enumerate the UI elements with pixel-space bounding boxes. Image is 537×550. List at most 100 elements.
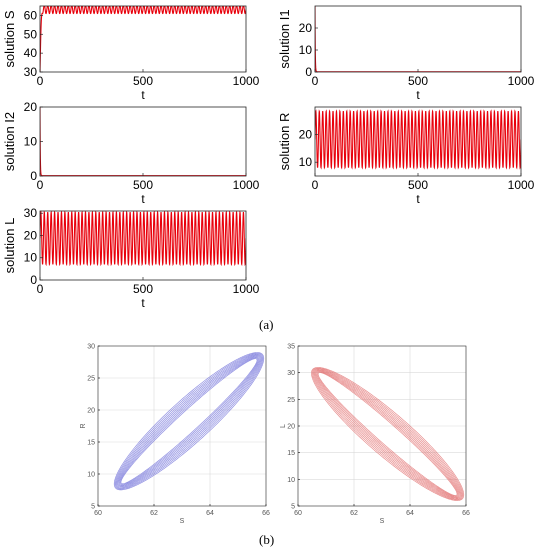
series-line-l <box>40 211 246 267</box>
series-line-s <box>40 6 246 72</box>
trajectory-loop <box>115 353 263 489</box>
x-tick-label: 1000 <box>233 282 260 296</box>
y-tick-label: 30 <box>24 65 38 79</box>
x-tick-label: 0 <box>37 178 44 192</box>
y-tick-label: 15 <box>287 450 295 457</box>
x-tick-label: 0 <box>37 74 44 88</box>
panel-label-b: (b) <box>259 532 275 547</box>
y-tick-label: 10 <box>299 155 313 169</box>
trajectory-loop <box>312 368 463 500</box>
y-tick-label: 25 <box>87 376 95 383</box>
x-axis-label: S <box>380 518 385 525</box>
plot-area <box>40 107 246 176</box>
trajectory-loop <box>118 356 260 487</box>
x-tick-label: 60 <box>294 510 302 517</box>
y-tick-label: 0 <box>30 169 37 183</box>
trajectory-loop <box>316 370 460 498</box>
trajectory-loop <box>114 352 264 490</box>
axes-frame <box>97 345 267 507</box>
y-tick-label: 20 <box>299 21 313 35</box>
plot-area <box>40 6 246 72</box>
trajectory-loop <box>119 357 259 485</box>
y-tick-label: 40 <box>24 46 38 60</box>
y-tick-label: 10 <box>287 477 295 484</box>
x-axis-label: S <box>180 518 185 525</box>
trajectory-loop <box>317 372 458 496</box>
trajectory-loop <box>311 367 464 501</box>
trajectory-loop <box>316 371 459 497</box>
y-tick-label: 20 <box>87 408 95 415</box>
chart-l: 0 500 1000 0 10 20 30 t solution L <box>2 206 260 310</box>
y-tick-label: 10 <box>87 472 95 479</box>
x-tick-label: 1000 <box>233 178 260 192</box>
chart-sl: 60 62 64 66 5 10 15 20 25 30 35 S L <box>280 344 470 526</box>
y-tick-label: 15 <box>87 440 95 447</box>
y-tick-label: 5 <box>291 504 295 511</box>
x-tick-label: 500 <box>133 178 153 192</box>
x-tick-label: 500 <box>133 74 153 88</box>
plot-area <box>98 346 266 506</box>
panel-label-a: (a) <box>259 317 274 332</box>
y-axis-label: solution S <box>2 10 17 67</box>
trajectory-loop <box>116 354 262 488</box>
chart-i1: 0 500 1000 0 10 20 t solution I1 <box>277 5 535 102</box>
x-tick-label: 60 <box>94 510 102 517</box>
x-axis-label: t <box>141 296 145 310</box>
x-axis-label: t <box>141 88 145 102</box>
y-tick-label: 0 <box>305 65 312 79</box>
y-tick-label: 60 <box>24 8 38 22</box>
plot-area <box>315 6 521 72</box>
y-axis-label: R <box>80 423 87 428</box>
y-tick-label: 20 <box>299 128 313 142</box>
chart-sr: 60 62 64 66 5 10 15 20 25 30 S R <box>80 344 270 526</box>
x-tick-label: 1000 <box>508 74 535 88</box>
y-axis-label: L <box>280 424 287 428</box>
x-tick-label: 1000 <box>508 178 535 192</box>
y-axis-label: solution I1 <box>277 9 292 68</box>
y-tick-label: 20 <box>287 424 295 431</box>
x-tick-label: 500 <box>408 74 428 88</box>
trajectory-loop <box>117 355 261 488</box>
x-tick-label: 66 <box>462 510 470 517</box>
x-axis-label: t <box>141 192 145 206</box>
series-line-r <box>315 109 521 170</box>
y-tick-label: 10 <box>299 43 313 57</box>
trajectory-loop <box>120 358 258 485</box>
chart-i2: 0 500 1000 0 10 20 t solution I2 <box>2 100 260 206</box>
x-tick-label: 62 <box>150 510 158 517</box>
y-tick-label: 20 <box>24 228 38 242</box>
y-tick-label: 10 <box>24 251 38 265</box>
y-tick-label: 25 <box>287 397 295 404</box>
x-tick-label: 1000 <box>233 74 260 88</box>
x-tick-label: 64 <box>206 510 214 517</box>
y-tick-label: 0 <box>30 273 37 287</box>
x-axis-label: t <box>416 192 420 206</box>
x-tick-label: 0 <box>312 74 319 88</box>
trajectory-loop <box>311 367 465 501</box>
y-tick-label: 50 <box>24 27 38 41</box>
trajectory-loop <box>113 352 265 491</box>
x-tick-label: 0 <box>37 282 44 296</box>
trajectory-loop <box>313 369 462 499</box>
x-tick-label: 500 <box>133 282 153 296</box>
chart-r: 0 500 1000 10 20 t solution R <box>277 106 535 206</box>
y-tick-label: 20 <box>24 100 38 114</box>
x-tick-label: 64 <box>406 510 414 517</box>
y-tick-label: 35 <box>287 344 295 351</box>
y-axis-label: solution R <box>277 113 292 171</box>
y-tick-label: 10 <box>24 135 38 149</box>
y-tick-label: 30 <box>24 206 38 220</box>
x-axis-label: t <box>416 88 420 102</box>
y-tick-label: 30 <box>87 344 95 351</box>
y-tick-label: 5 <box>91 504 95 511</box>
x-tick-label: 66 <box>262 510 270 517</box>
y-tick-label: 30 <box>287 370 295 377</box>
trajectory-loop <box>118 356 260 486</box>
trajectory-loop <box>314 369 461 499</box>
x-tick-label: 62 <box>350 510 358 517</box>
x-tick-label: 500 <box>408 178 428 192</box>
y-axis-label: solution L <box>2 218 17 274</box>
chart-s: 0 500 1000 30 40 50 60 t solution S <box>2 5 260 102</box>
trajectory-loop <box>315 370 460 498</box>
